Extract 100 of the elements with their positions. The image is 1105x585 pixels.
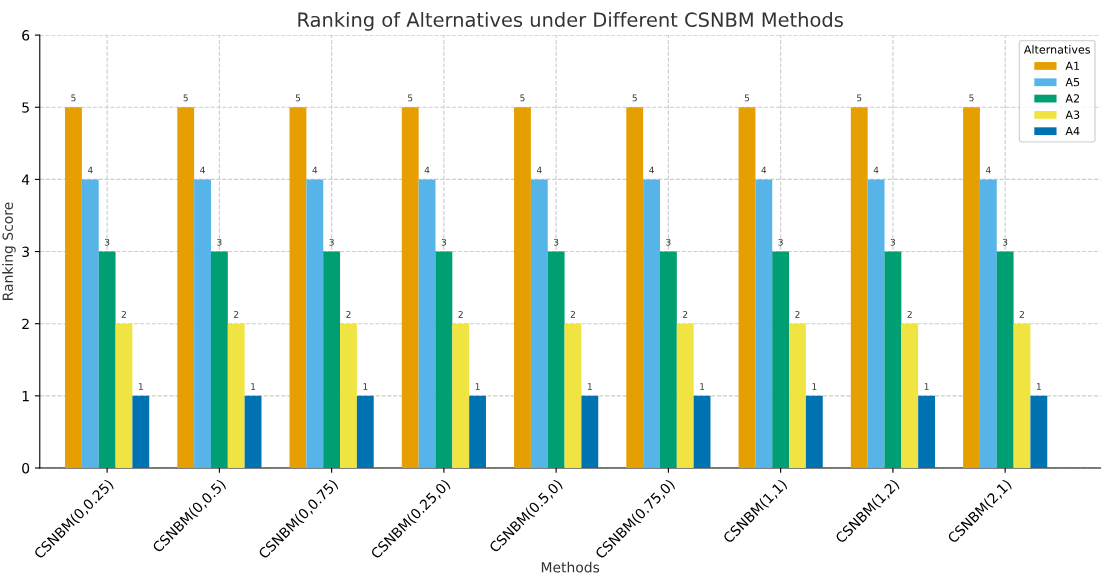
bar	[65, 107, 82, 468]
data-label: 3	[1002, 238, 1008, 246]
bar	[772, 251, 790, 468]
bar	[356, 395, 374, 468]
chart-title: Ranking of Alternatives under Different CSNBM Methods	[298, 11, 843, 31]
data-label: 1	[924, 383, 929, 390]
data-label: 1	[363, 383, 368, 390]
bar	[115, 323, 133, 468]
data-label: 4	[424, 166, 430, 174]
bar	[323, 251, 341, 468]
data-label: 3	[329, 238, 334, 246]
data-label: 5	[183, 94, 188, 102]
bar	[867, 179, 885, 468]
data-label: 1	[700, 383, 705, 390]
data-label: 2	[1019, 310, 1024, 318]
bar	[227, 323, 245, 468]
bar	[418, 179, 436, 468]
bar	[435, 251, 453, 468]
bar	[805, 395, 823, 468]
bar	[530, 179, 548, 468]
bar	[850, 107, 868, 468]
bar	[693, 395, 711, 468]
bar	[452, 323, 470, 468]
data-label: 4	[536, 166, 542, 174]
bar	[659, 251, 677, 468]
data-label: 2	[683, 310, 688, 318]
legend-label: A1	[1065, 61, 1080, 70]
legend-label: A3	[1065, 110, 1080, 119]
data-label: 1	[475, 383, 480, 390]
bar	[996, 251, 1014, 468]
data-label: 5	[632, 94, 637, 102]
bar	[581, 395, 599, 468]
bar	[514, 107, 531, 468]
data-label: 1	[138, 383, 143, 390]
bar	[547, 251, 565, 468]
bar	[98, 251, 116, 468]
data-label: 4	[873, 166, 879, 174]
data-label: 2	[234, 310, 239, 318]
y-axis-title: Ranking Score	[2, 202, 16, 300]
data-label: 4	[761, 166, 767, 174]
bar	[643, 179, 660, 468]
data-label: 1	[587, 383, 592, 390]
x-axis-title: Methods	[541, 561, 600, 573]
data-label: 5	[295, 94, 301, 102]
data-label: 5	[857, 94, 862, 102]
data-label: 3	[778, 238, 783, 246]
data-label: 5	[969, 94, 974, 102]
bar	[755, 179, 773, 468]
data-label: 3	[217, 238, 222, 246]
legend-label: A2	[1065, 94, 1079, 103]
bar	[401, 107, 419, 468]
y-tick-label: 2	[22, 318, 29, 329]
data-label: 5	[744, 94, 750, 102]
y-tick-label: 4	[21, 174, 30, 185]
bar	[340, 323, 357, 468]
data-label: 4	[649, 166, 654, 174]
bar	[1013, 323, 1031, 468]
bar	[963, 107, 980, 468]
legend-title: Alternatives	[1023, 45, 1091, 54]
data-label: 2	[121, 310, 126, 318]
legend-label: A5	[1065, 78, 1080, 87]
bar	[289, 107, 307, 468]
data-label: 2	[570, 310, 575, 318]
bar	[918, 395, 936, 468]
bar	[676, 323, 694, 468]
bar	[884, 251, 902, 468]
data-label: 3	[666, 238, 671, 246]
data-label: 4	[87, 166, 93, 174]
data-label: 5	[408, 94, 413, 102]
bar	[979, 179, 997, 468]
bar	[194, 179, 211, 468]
bar	[132, 395, 150, 468]
bar	[738, 107, 756, 468]
bar	[469, 395, 486, 468]
legend-label: A4	[1065, 126, 1080, 136]
data-label: 5	[71, 94, 76, 102]
data-label: 3	[104, 238, 110, 246]
y-tick-label: 3	[22, 246, 29, 258]
data-label: 1	[812, 383, 817, 390]
y-tick-label: 5	[22, 102, 29, 113]
data-label: 3	[441, 238, 447, 246]
bar	[1030, 395, 1048, 468]
bar	[81, 179, 99, 468]
y-tick-label: 0	[22, 462, 30, 474]
y-tick-label: 1	[22, 391, 29, 402]
data-label: 2	[907, 310, 912, 318]
data-label: 4	[200, 166, 205, 174]
data-label: 5	[520, 94, 525, 102]
data-label: 4	[985, 166, 991, 174]
data-label: 4	[312, 166, 318, 174]
bar	[210, 251, 228, 468]
bar	[564, 323, 582, 468]
data-label: 1	[1036, 383, 1041, 390]
bar	[901, 323, 919, 468]
data-label: 2	[346, 310, 351, 318]
y-tick-label: 6	[22, 30, 30, 41]
bar	[789, 323, 806, 468]
bar	[626, 107, 644, 468]
bar	[244, 395, 262, 468]
data-label: 1	[251, 383, 256, 390]
